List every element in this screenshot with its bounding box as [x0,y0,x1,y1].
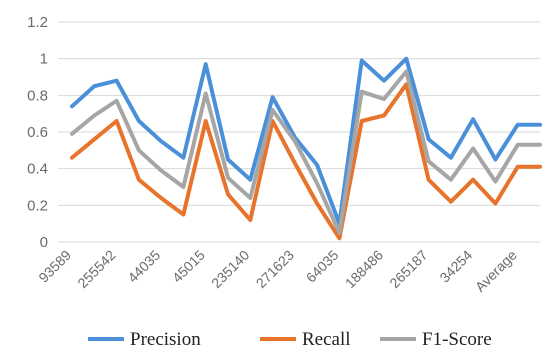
legend-label: Precision [130,329,201,350]
series-line-recall [70,82,542,241]
series-line-precision [70,56,542,226]
y-axis-ticks: 0 0.2 0.4 0.6 0.8 1 1.2 [27,14,48,251]
x-axis-ticks: 93589 255542 44035 45015 235140 271623 64035 18… [35,247,520,295]
series-lines [70,56,542,241]
y-tick-label: 0.6 [27,124,48,141]
x-tick-label: 44035 [124,247,163,286]
y-tick-label: 0.2 [27,197,48,214]
x-tick-label: 235140 [208,247,252,291]
x-tick-label: Average [472,247,520,295]
y-tick-label: 0.8 [27,87,48,104]
y-tick-label: 1.2 [27,14,48,31]
x-tick-label: 45015 [169,247,208,286]
x-tick-label: 265187 [386,247,430,291]
y-tick-label: 1 [40,51,48,68]
x-tick-label: 188486 [342,247,386,291]
y-tick-label: 0.4 [27,161,48,178]
legend-label: F1-Score [422,329,492,350]
x-tick-label: 34254 [436,247,475,286]
legend: Precision Recall F1-Score [88,329,492,350]
y-tick-label: 0 [40,234,48,251]
series-line-f1-score [70,69,542,235]
x-tick-label: 93589 [35,247,74,286]
legend-label: Recall [302,329,351,350]
x-tick-label: 64035 [303,247,342,286]
x-tick-label: 255542 [74,247,118,291]
x-tick-label: 271623 [253,247,297,291]
